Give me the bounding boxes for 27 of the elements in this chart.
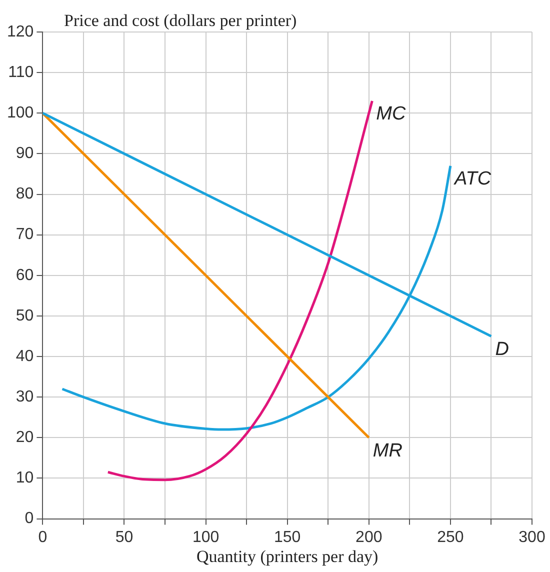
y-tick-label: 70 <box>16 226 34 244</box>
y-tick-label: 0 <box>24 510 34 528</box>
y-tick-label: 110 <box>8 64 34 81</box>
x-tick-label: 300 <box>518 528 546 546</box>
y-tick-label: 60 <box>16 266 34 284</box>
y-tick-label: 50 <box>16 307 34 324</box>
series-label: D <box>495 339 510 360</box>
y-tick-label: 10 <box>16 470 34 487</box>
y-tick-label: 40 <box>16 348 34 365</box>
y-tick-label: 90 <box>16 145 34 162</box>
x-axis-title: Quantity (printers per day) <box>196 546 378 566</box>
y-tick-label: 30 <box>16 388 34 406</box>
x-tick-label: 200 <box>356 528 382 546</box>
y-tick-label: 20 <box>16 429 34 446</box>
x-tick-label: 150 <box>274 528 301 546</box>
y-axis-title: Price and cost (dollars per printer) <box>64 10 297 30</box>
y-tick-label: 80 <box>16 186 34 203</box>
series-label: ATC <box>453 168 492 190</box>
y-tick-label: 100 <box>6 104 34 122</box>
x-tick-label: 100 <box>192 528 220 546</box>
x-tick-label: 250 <box>437 528 464 546</box>
x-tick-label: 0 <box>38 528 48 546</box>
y-tick-label: 120 <box>6 23 34 40</box>
series-label: MC <box>376 104 406 125</box>
series-label: MR <box>372 440 403 462</box>
x-tick-label: 50 <box>115 528 134 546</box>
line-series <box>106 100 374 482</box>
